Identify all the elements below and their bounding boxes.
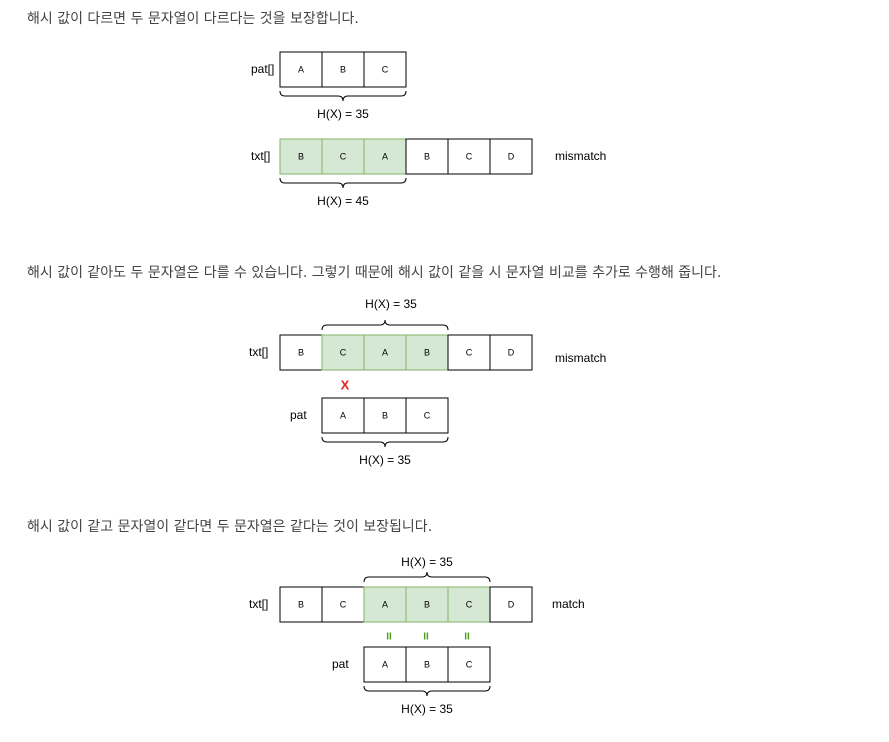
pat-array: A B C — [363, 646, 491, 683]
txt-brace — [279, 177, 407, 189]
txt-cell-text: A — [382, 152, 388, 162]
paragraph-hash-collision: 해시 값이 같아도 두 문자열은 다를 수 있습니다. 그렇기 때문에 해시 값… — [27, 265, 722, 281]
txt-cell — [279, 586, 323, 623]
diagram-1: pat[] A B C H(X) = 35 txt[] B C A B C D … — [251, 51, 606, 208]
result-label: mismatch — [555, 351, 606, 365]
pat-cell-text: A — [340, 411, 346, 421]
txt-cell-text: D — [508, 348, 515, 358]
txt-cell-highlighted — [321, 334, 365, 371]
txt-label: txt[] — [251, 149, 270, 163]
pat-cell — [279, 51, 323, 88]
pat-cell — [363, 51, 407, 88]
txt-cell-text: C — [466, 348, 473, 358]
txt-cell-highlighted — [405, 586, 449, 623]
txt-cell-text: D — [508, 600, 515, 610]
mismatch-mark: X — [341, 378, 350, 393]
pat-cell-text: A — [382, 660, 388, 670]
pat-label: pat — [290, 408, 307, 422]
pat-array: A B C — [321, 397, 449, 434]
txt-cell-text: C — [340, 600, 347, 610]
txt-cell — [489, 138, 533, 175]
paragraph-hash-differs: 해시 값이 다르면 두 문자열이 다르다는 것을 보장합니다. — [27, 11, 359, 27]
txt-cell-text: C — [466, 600, 473, 610]
txt-cell-text: B — [424, 152, 430, 162]
pat-cell — [447, 646, 491, 683]
txt-cell-text: D — [508, 152, 515, 162]
pat-hash-label: H(X) = 35 — [317, 107, 369, 121]
txt-cell-text: C — [466, 152, 473, 162]
txt-cell-text: B — [424, 348, 430, 358]
txt-cell-text: B — [298, 152, 304, 162]
paragraph-hash-and-string-equal: 해시 값이 같고 문자열이 같다면 두 문자열은 같다는 것이 보장됩니다. — [27, 519, 433, 535]
result-label: mismatch — [555, 149, 606, 163]
txt-cell-text: C — [340, 152, 347, 162]
txt-cell — [489, 586, 533, 623]
equal-mark: II — [386, 632, 392, 643]
pat-cell-text: B — [340, 65, 346, 75]
txt-cell-text: A — [382, 348, 388, 358]
pat-hash-label: H(X) = 35 — [359, 453, 411, 467]
pat-cell — [321, 51, 365, 88]
equal-mark: II — [464, 632, 470, 643]
pat-label: pat[] — [251, 62, 274, 76]
txt-cell — [321, 586, 365, 623]
txt-cell-text: B — [298, 348, 304, 358]
txt-brace — [321, 319, 449, 331]
txt-array: B C A B C D — [279, 138, 533, 175]
txt-array: B C A B C D — [279, 334, 533, 371]
result-label: match — [552, 597, 585, 611]
pat-cell-text: A — [298, 65, 304, 75]
txt-label: txt[] — [249, 597, 268, 611]
txt-cell-text: A — [382, 600, 388, 610]
txt-array: B C A B C D — [279, 586, 533, 623]
pat-cell-text: C — [466, 660, 473, 670]
pat-cell-text: B — [382, 411, 388, 421]
txt-cell-text: C — [340, 348, 347, 358]
pat-cell — [405, 646, 449, 683]
txt-hash-label: H(X) = 35 — [365, 297, 417, 311]
txt-cell-highlighted — [447, 586, 491, 623]
pat-cell — [321, 397, 365, 434]
txt-brace — [363, 571, 491, 583]
pat-cell-text: C — [424, 411, 431, 421]
pat-cell-text: B — [424, 660, 430, 670]
pat-brace — [321, 436, 449, 448]
txt-hash-label: H(X) = 35 — [401, 555, 453, 569]
pat-cell-text: C — [382, 65, 389, 75]
pat-array: A B C — [279, 51, 407, 88]
pat-brace — [279, 90, 407, 102]
equal-mark: II — [423, 632, 429, 643]
pat-cell — [363, 646, 407, 683]
pat-cell — [405, 397, 449, 434]
txt-hash-label: H(X) = 45 — [317, 194, 369, 208]
txt-label: txt[] — [249, 345, 268, 359]
diagram-2: H(X) = 35 txt[] B C A B C D mismatch X p… — [249, 297, 606, 467]
txt-cell-text: B — [424, 600, 430, 610]
txt-cell-highlighted — [363, 586, 407, 623]
pat-brace — [363, 685, 491, 697]
txt-cell — [489, 334, 533, 371]
txt-cell — [405, 138, 449, 175]
pat-label: pat — [332, 657, 349, 671]
txt-cell-highlighted — [405, 334, 449, 371]
pat-hash-label: H(X) = 35 — [401, 702, 453, 716]
txt-cell-text: B — [298, 600, 304, 610]
txt-cell-highlighted — [321, 138, 365, 175]
diagram-3: H(X) = 35 txt[] B C A B C D match II II … — [249, 555, 585, 716]
